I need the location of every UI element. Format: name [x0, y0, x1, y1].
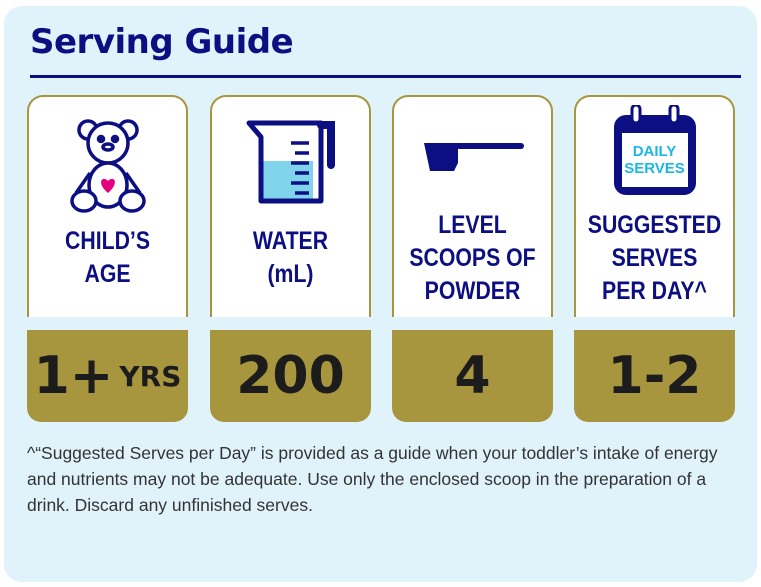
scoop-icon: [394, 115, 551, 215]
calendar-text: DAILY SERVES: [624, 143, 685, 177]
teddy-bear-icon: [29, 115, 186, 215]
unit-text: YRS: [119, 359, 182, 393]
water-value: 200: [210, 330, 371, 422]
value-text: 1+: [33, 346, 114, 406]
calendar-icon: DAILY SERVES: [576, 105, 733, 205]
divider: [30, 75, 741, 78]
card-label: WATER (mL): [252, 227, 329, 288]
card-label: CHILD’S AGE: [65, 227, 150, 288]
card-serves: DAILY SERVES SUGGESTED SERVES PER DAY^: [574, 95, 735, 317]
card-label: LEVEL SCOOPS OF POWDER: [409, 211, 536, 305]
card-label: SUGGESTED SERVES PER DAY^: [587, 211, 722, 305]
measuring-jug-icon: [212, 115, 369, 215]
card-childs-age: CHILD’S AGE: [27, 95, 188, 317]
age-value: 1+ YRS: [27, 330, 188, 422]
footnote: ^“Suggested Serves per Day” is provided …: [27, 443, 718, 515]
page-title: Serving Guide: [30, 22, 294, 62]
serves-value: 1-2: [574, 330, 735, 422]
card-scoops: LEVEL SCOOPS OF POWDER: [392, 95, 553, 317]
card-water: WATER (mL): [210, 95, 371, 317]
scoops-value: 4: [392, 330, 553, 422]
